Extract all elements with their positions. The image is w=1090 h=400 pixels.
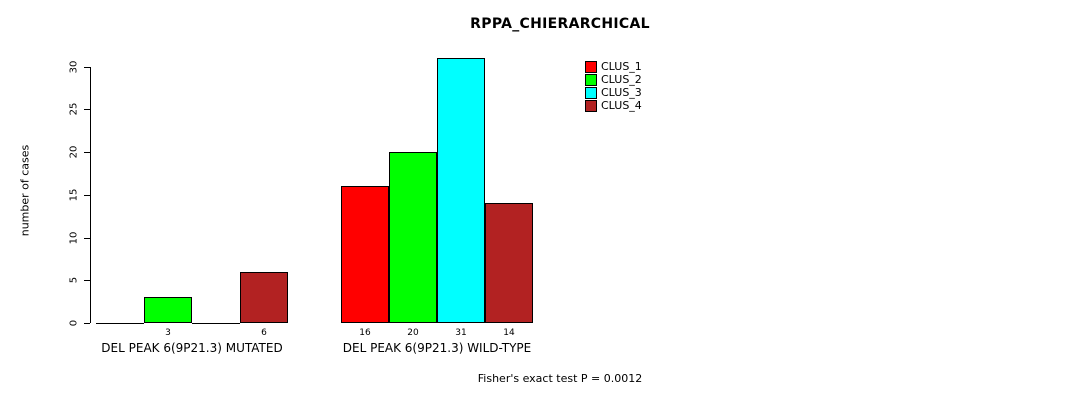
legend-row-clus_2: CLUS_2 — [585, 73, 642, 86]
y-tick-mark — [84, 109, 90, 111]
bar-clus_4-group2 — [485, 203, 533, 323]
bar-clus_1-group2 — [341, 186, 389, 323]
legend-row-clus_4: CLUS_4 — [585, 99, 642, 112]
bar-clus_4-group1 — [240, 271, 288, 323]
bar-value-label: 3 — [165, 328, 171, 338]
category-label-group1: DEL PEAK 6(9P21.3) MUTATED — [101, 341, 283, 355]
legend-label: CLUS_1 — [601, 60, 642, 73]
y-tick-label: 0 — [68, 319, 80, 327]
y-tick-label: 30 — [68, 60, 80, 73]
y-axis-label: number of cases — [18, 144, 32, 237]
chart-title: RPPA_CHIERARCHICAL — [470, 16, 650, 32]
y-tick-mark — [84, 66, 90, 68]
legend-label: CLUS_2 — [601, 73, 642, 86]
y-tick-mark — [84, 194, 90, 196]
y-tick-mark — [84, 323, 90, 324]
bar-value-label: 16 — [359, 328, 371, 338]
y-tick-mark — [84, 152, 90, 154]
legend-row-clus_3: CLUS_3 — [585, 86, 642, 99]
y-tick-mark — [84, 237, 90, 239]
bar-clus_3-group1-zero — [192, 323, 240, 324]
y-tick-label: 10 — [68, 231, 80, 244]
category-label-group2: DEL PEAK 6(9P21.3) WILD-TYPE — [342, 341, 532, 355]
legend-row-clus_1: CLUS_1 — [585, 60, 642, 73]
bar-value-label: 31 — [455, 328, 467, 338]
bar-value-label: 6 — [261, 328, 267, 338]
legend-swatch-icon — [585, 60, 597, 73]
y-tick-label: 15 — [68, 188, 80, 202]
y-tick-mark — [84, 280, 90, 282]
legend-label: CLUS_3 — [601, 86, 642, 99]
bar-clus_3-group2 — [437, 58, 485, 323]
legend-swatch-icon — [585, 73, 597, 86]
legend: CLUS_1 CLUS_2 CLUS_3 CLUS_4 — [585, 60, 642, 112]
bar-clus_2-group1 — [144, 297, 192, 323]
bar-value-label: 20 — [407, 328, 419, 338]
bar-clus_2-group2 — [389, 152, 437, 323]
legend-swatch-icon — [585, 86, 597, 99]
y-tick-label: 5 — [68, 277, 80, 284]
y-tick-label: 25 — [68, 102, 80, 116]
bar-value-label: 14 — [503, 328, 515, 338]
bar-clus_1-group1-zero — [96, 323, 144, 324]
legend-label: CLUS_4 — [601, 99, 642, 112]
annotation-text: Fisher's exact test P = 0.0012 — [477, 372, 643, 385]
y-tick-label: 20 — [68, 145, 80, 159]
legend-swatch-icon — [585, 99, 597, 112]
y-axis-line — [90, 66, 91, 323]
